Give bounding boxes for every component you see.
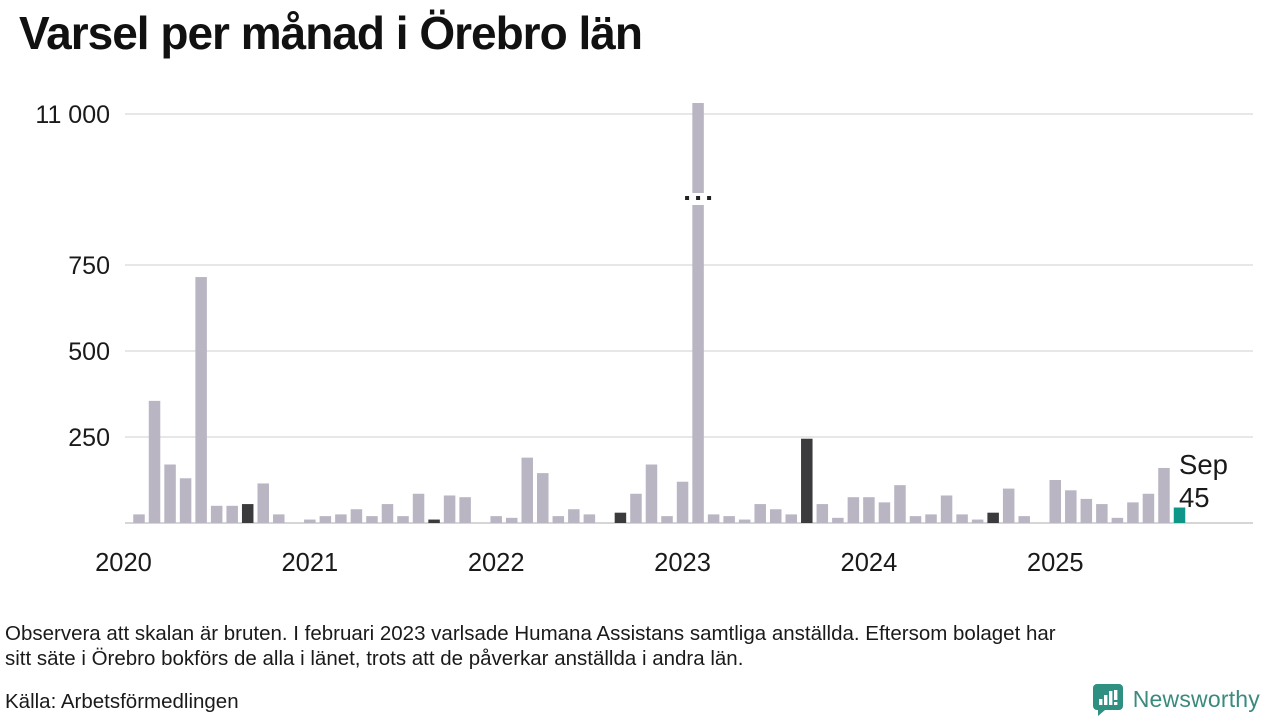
bar-2025-09 xyxy=(1173,507,1186,523)
bar-2025-06 xyxy=(1127,502,1139,523)
bar-2020-10 xyxy=(257,483,269,523)
bar-2023-10 xyxy=(816,504,829,523)
bar-2021-06 xyxy=(381,504,394,523)
footnote-line-2: sitt säte i Örebro bokförs de alla i län… xyxy=(5,647,744,670)
bar-2025-05 xyxy=(1111,517,1124,523)
speech-bubble-bar-chart-icon xyxy=(1092,684,1123,716)
y-axis-label-11000: 11 000 xyxy=(35,101,110,129)
bar-2021-02 xyxy=(319,516,332,523)
chart-footnote: Observera att skalan är bruten. I februa… xyxy=(5,621,1277,671)
bar-2021-09 xyxy=(428,519,440,523)
scale-break-dot-0 xyxy=(685,196,690,200)
bar-2022-02 xyxy=(505,517,518,523)
bar-2020-09 xyxy=(241,504,254,523)
bar-2022-09 xyxy=(614,512,627,523)
bar-2023-06 xyxy=(754,504,766,523)
bar-2021-03 xyxy=(335,514,347,523)
x-axis-label-2022: 2022 xyxy=(468,549,525,577)
y-axis-label-750: 750 xyxy=(68,252,110,280)
bar-2022-03 xyxy=(521,457,533,523)
bar-2023-05 xyxy=(738,519,751,523)
bar-2022-11 xyxy=(645,464,658,523)
bar-2023-07 xyxy=(769,509,782,523)
x-axis-label-2025: 2025 xyxy=(1027,549,1084,577)
bar-2025-01 xyxy=(1049,480,1062,523)
bar-2021-10 xyxy=(443,495,456,523)
bar-2022-07 xyxy=(583,514,596,523)
bar-2023-08 xyxy=(785,514,798,523)
bar-2022-04 xyxy=(537,473,549,523)
bar-2021-08 xyxy=(412,493,425,523)
bar-2020-03 xyxy=(148,400,161,523)
bar-2024-06 xyxy=(940,495,953,523)
page-title: Varsel per månad i Örebro län xyxy=(19,7,643,59)
bar-2023-03 xyxy=(707,514,720,523)
bar-2024-08 xyxy=(971,519,984,523)
bar-2025-07 xyxy=(1142,493,1155,523)
bar-2024-03 xyxy=(894,485,906,523)
bar-2021-05 xyxy=(366,516,378,523)
bar-2024-05 xyxy=(925,514,937,523)
bar-2020-02 xyxy=(133,514,145,523)
bar-2022-10 xyxy=(630,493,642,523)
bar-2024-11 xyxy=(1018,516,1030,523)
bar-2021-07 xyxy=(397,516,409,523)
bar-2024-01 xyxy=(863,497,875,523)
bar-2020-11 xyxy=(273,514,285,523)
bar-2023-04 xyxy=(723,516,735,523)
bar-2022-12 xyxy=(661,516,673,523)
bar-2024-04 xyxy=(909,516,922,523)
scale-break-dot-2 xyxy=(707,196,712,200)
newsworthy-logo: Newsworthy xyxy=(1091,682,1260,716)
annotation-month-label: Sep xyxy=(1179,449,1228,480)
x-axis-label-2023: 2023 xyxy=(654,549,711,577)
bar-2023-11 xyxy=(832,517,844,523)
bar-2022-05 xyxy=(552,516,565,523)
bar-2023-02 xyxy=(692,103,704,523)
bar-2020-05 xyxy=(179,478,192,523)
bar-2025-04 xyxy=(1096,504,1108,523)
annotation-value-label: 45 xyxy=(1179,482,1210,513)
scale-break-dot-1 xyxy=(696,196,701,200)
y-axis-label-500: 500 xyxy=(68,338,110,366)
bar-2024-10 xyxy=(1002,488,1015,523)
bar-2020-04 xyxy=(164,464,176,523)
bar-2021-11 xyxy=(459,497,471,523)
bar-2025-02 xyxy=(1065,490,1077,523)
bar-2020-08 xyxy=(226,505,238,523)
bar-2025-03 xyxy=(1080,498,1093,523)
bar-2024-09 xyxy=(987,512,999,523)
bar-chart: 250 500 750 11 000 2020 2021 2022 2023 2024 2025 S… xyxy=(35,101,1253,577)
bar-2024-02 xyxy=(878,502,891,523)
bar-2020-06 xyxy=(195,277,207,523)
footnote-line-1: Observera att skalan är bruten. I februa… xyxy=(5,622,1056,645)
bar-2022-01 xyxy=(490,516,502,523)
bar-2023-01 xyxy=(676,481,689,523)
x-axis-label-2020: 2020 xyxy=(95,549,152,577)
bar-2022-06 xyxy=(568,509,580,523)
bar-2024-07 xyxy=(956,514,968,523)
bar-2023-09 xyxy=(801,438,813,523)
source-attribution: Källa: Arbetsförmedlingen xyxy=(5,690,239,713)
x-axis-label-2024: 2024 xyxy=(841,549,898,577)
x-axis-label-2021: 2021 xyxy=(281,549,338,577)
bar-2023-12 xyxy=(847,497,860,523)
bar-2020-07 xyxy=(210,505,223,523)
newsworthy-logo-text: Newsworthy xyxy=(1132,685,1260,712)
bar-2021-01 xyxy=(304,519,316,523)
bar-2021-04 xyxy=(350,509,363,523)
y-axis-label-250: 250 xyxy=(68,424,110,452)
bar-2025-08 xyxy=(1158,467,1170,523)
